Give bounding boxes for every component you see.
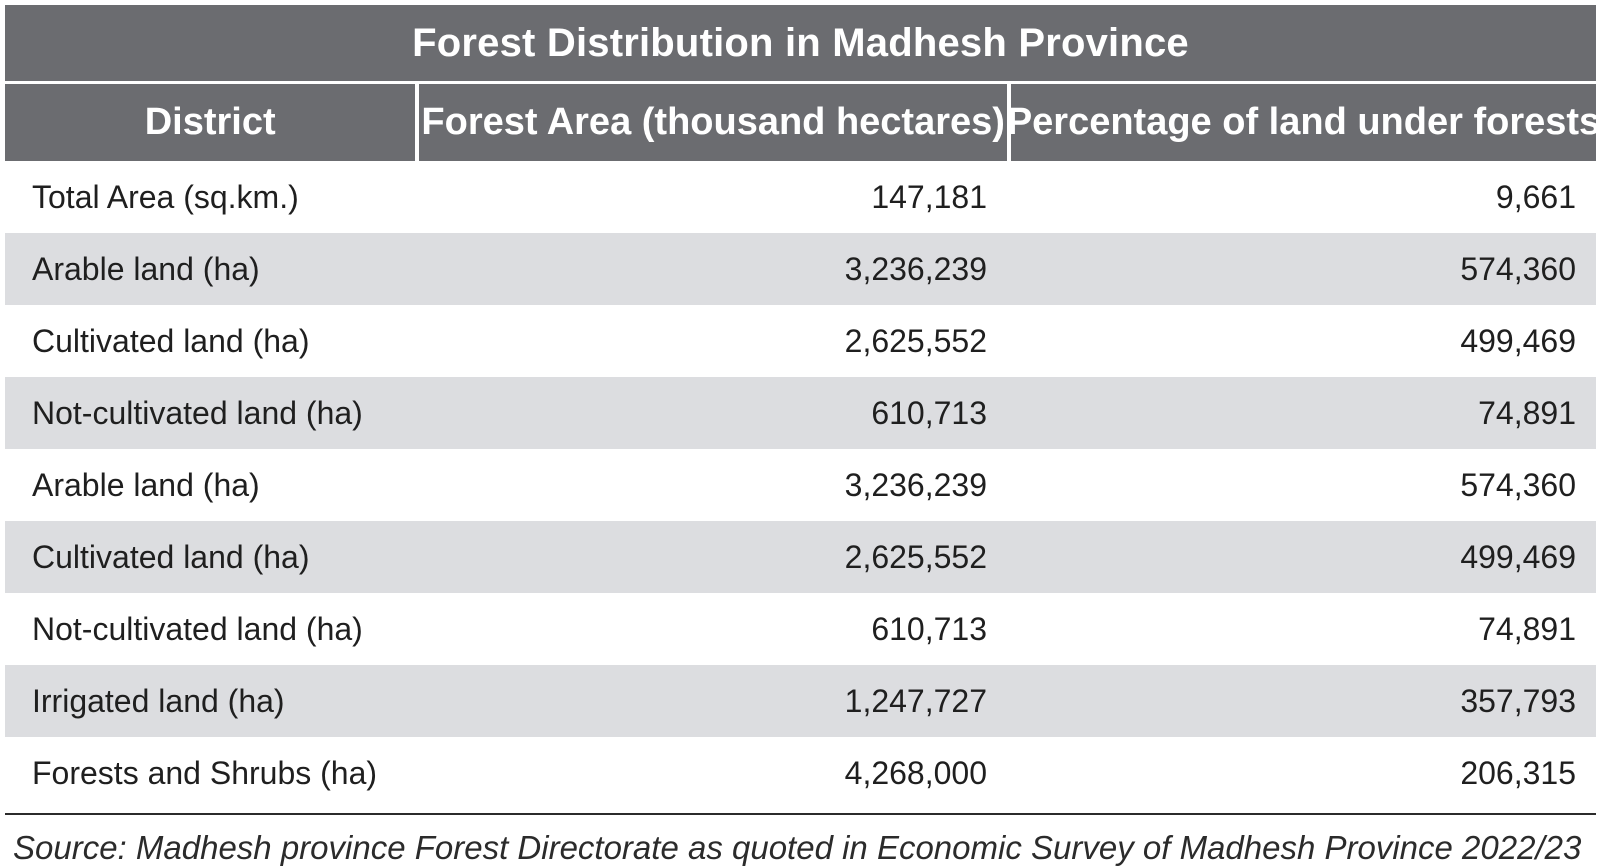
table-row: Not-cultivated land (ha) 610,713 74,891	[5, 377, 1596, 449]
bottom-rule	[5, 813, 1596, 815]
row-label: Not-cultivated land (ha)	[32, 610, 363, 647]
row-label: Total Area (sq.km.)	[32, 178, 299, 215]
row-label: Arable land (ha)	[32, 250, 260, 287]
table-row: Cultivated land (ha) 2,625,552 499,469	[5, 521, 1596, 593]
row-percentage: 357,793	[1460, 682, 1576, 719]
row-label: Cultivated land (ha)	[32, 538, 310, 575]
row-percentage: 499,469	[1460, 322, 1576, 359]
table-body: Total Area (sq.km.) 147,181 9,661 Arable…	[5, 161, 1596, 809]
header-forest-area: Forest Area (thousand hectares)	[419, 84, 1007, 161]
row-percentage: 206,315	[1460, 754, 1576, 791]
row-forest-area: 2,625,552	[844, 538, 987, 575]
table-row: Not-cultivated land (ha) 610,713 74,891	[5, 593, 1596, 665]
row-forest-area: 610,713	[871, 610, 987, 647]
row-forest-area: 610,713	[871, 394, 987, 431]
row-percentage: 74,891	[1478, 610, 1576, 647]
row-forest-area: 1,247,727	[844, 682, 987, 719]
table-title: Forest Distribution in Madhesh Province	[5, 5, 1596, 81]
row-label: Not-cultivated land (ha)	[32, 394, 363, 431]
forest-table: Forest Distribution in Madhesh Province …	[5, 5, 1600, 867]
row-percentage: 499,469	[1460, 538, 1576, 575]
row-forest-area: 3,236,239	[844, 250, 987, 287]
row-forest-area: 4,268,000	[844, 754, 987, 791]
row-label: Arable land (ha)	[32, 466, 260, 503]
row-percentage: 74,891	[1478, 394, 1576, 431]
table-row: Arable land (ha) 3,236,239 574,360	[5, 449, 1596, 521]
source-note: Source: Madhesh province Forest Director…	[13, 829, 1582, 866]
table-row: Cultivated land (ha) 2,625,552 499,469	[5, 305, 1596, 377]
header-district: District	[5, 84, 416, 161]
row-forest-area: 3,236,239	[844, 466, 987, 503]
row-label: Irrigated land (ha)	[32, 682, 285, 719]
row-percentage: 9,661	[1495, 178, 1576, 215]
table-row: Total Area (sq.km.) 147,181 9,661	[5, 161, 1596, 233]
row-label: Cultivated land (ha)	[32, 322, 310, 359]
row-forest-area: 2,625,552	[844, 322, 987, 359]
table-row: Forests and Shrubs (ha) 4,268,000 206,31…	[5, 737, 1596, 809]
header-percentage: Percentage of land under forests	[1007, 84, 1600, 161]
table-row: Arable land (ha) 3,236,239 574,360	[5, 233, 1596, 305]
table-row: Irrigated land (ha) 1,247,727 357,793	[5, 665, 1596, 737]
header-row: District Forest Area (thousand hectares)…	[5, 84, 1600, 161]
row-percentage: 574,360	[1460, 250, 1576, 287]
row-label: Forests and Shrubs (ha)	[32, 754, 378, 791]
row-percentage: 574,360	[1460, 466, 1576, 503]
row-forest-area: 147,181	[871, 178, 987, 215]
